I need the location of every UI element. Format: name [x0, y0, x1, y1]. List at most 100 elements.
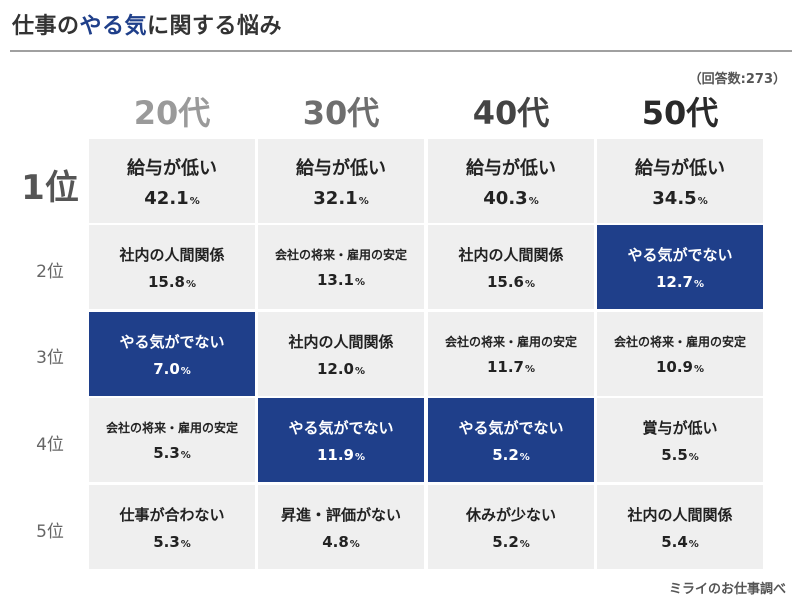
table-cell: 給与が低い 42.1%	[89, 139, 255, 223]
cell-value: 11.7%	[487, 358, 535, 376]
table-cell: やる気がでない 12.7%	[597, 225, 763, 309]
table-cell: 社内の人間関係 15.8%	[89, 225, 255, 309]
cell-label: 仕事が合わない	[119, 505, 225, 524]
cell-label: やる気がでない	[627, 245, 733, 264]
cell-number: 5.5	[661, 445, 688, 464]
cell-unit: %	[519, 451, 530, 463]
cell-number: 10.9	[655, 357, 693, 376]
column-header-2: 30代	[302, 94, 380, 132]
cell-unit: %	[358, 195, 369, 207]
cell-number: 15.8	[147, 272, 185, 291]
cell-label: 給与が低い	[635, 157, 725, 179]
cell-number: 32.1	[313, 187, 358, 209]
cell-value: 7.0%	[153, 360, 191, 378]
cell-number: 12.7	[655, 272, 693, 291]
title-part2: に関する悩み	[147, 14, 283, 39]
table-cell: 給与が低い 32.1%	[258, 139, 424, 223]
cell-number: 7.0	[153, 359, 180, 378]
cell-value: 34.5%	[652, 188, 707, 209]
rank-label-1: 1位	[21, 168, 79, 208]
column-header-3: 40代	[472, 94, 550, 132]
cell-value: 12.0%	[317, 360, 365, 378]
cell-value: 11.9%	[317, 446, 365, 464]
cell-label: 社内の人間関係	[119, 245, 225, 264]
column-header-1: 20代	[133, 94, 211, 132]
cell-label: 給与が低い	[466, 157, 556, 179]
cell-unit: %	[180, 365, 191, 377]
table-cell: 休みが少ない 5.2%	[428, 485, 594, 569]
cell-label: 休みが少ない	[465, 505, 556, 524]
table-cell: やる気がでない 11.9%	[258, 398, 424, 482]
cell-value: 5.3%	[153, 444, 191, 462]
cell-value: 42.1%	[144, 188, 199, 209]
table-cell: 会社の将来・雇用の安定 5.3%	[89, 398, 255, 482]
cell-value: 13.1%	[317, 271, 365, 289]
cell-label: 給与が低い	[127, 157, 217, 179]
cell-label: 昇進・評価がない	[280, 505, 401, 524]
rank-label-3: 3位	[36, 348, 64, 368]
rank-label-5: 5位	[36, 522, 64, 542]
cell-label: 会社の将来・雇用の安定	[613, 334, 746, 349]
source-credit: ミライのお仕事調べ	[668, 582, 786, 597]
cell-value: 5.4%	[661, 533, 699, 551]
rank-label-2: 2位	[36, 262, 64, 282]
cell-label: やる気がでない	[119, 332, 225, 351]
title-part1: 仕事の	[12, 14, 80, 39]
cell-label: 賞与が低い	[642, 418, 718, 437]
table-cell: 社内の人間関係 12.0%	[258, 312, 424, 396]
cell-number: 15.6	[486, 272, 524, 291]
table-cell: 仕事が合わない 5.3%	[89, 485, 255, 569]
cell-unit: %	[185, 278, 197, 290]
table-cell: やる気がでない 5.2%	[428, 398, 594, 482]
cell-unit: %	[354, 276, 366, 288]
cell-number: 34.5	[652, 187, 697, 209]
cell-unit: %	[519, 538, 530, 550]
cell-value: 5.3%	[153, 533, 191, 551]
cell-unit: %	[688, 451, 699, 463]
cell-unit: %	[524, 278, 536, 290]
cell-label: やる気がでない	[288, 418, 394, 437]
cell-number: 11.7	[486, 357, 524, 376]
table-cell: 社内の人間関係 5.4%	[597, 485, 763, 569]
cell-value: 10.9%	[656, 358, 704, 376]
cell-label: 社内の人間関係	[627, 505, 733, 524]
respondent-count: （回答数:273）	[688, 72, 786, 87]
table-cell: 給与が低い 34.5%	[597, 139, 763, 223]
cell-number: 11.9	[316, 445, 354, 464]
cell-label: 給与が低い	[296, 157, 386, 179]
cell-label: 会社の将来・雇用の安定	[105, 420, 238, 435]
cell-unit: %	[697, 195, 708, 207]
table-cell: 昇進・評価がない 4.8%	[258, 485, 424, 569]
cell-value: 15.6%	[487, 273, 535, 291]
cell-value: 12.7%	[656, 273, 704, 291]
table-cell: 会社の将来・雇用の安定 11.7%	[428, 312, 594, 396]
cell-value: 5.2%	[492, 533, 530, 551]
cell-unit: %	[693, 363, 705, 375]
column-header-4: 50代	[641, 94, 719, 132]
cell-number: 42.1	[144, 187, 189, 209]
table-cell: やる気がでない 7.0%	[89, 312, 255, 396]
cell-unit: %	[688, 538, 699, 550]
cell-value: 4.8%	[322, 533, 360, 551]
cell-number: 13.1	[316, 270, 354, 289]
cell-number: 40.3	[483, 187, 528, 209]
table-cell: 会社の将来・雇用の安定 10.9%	[597, 312, 763, 396]
table-cell: 給与が低い 40.3%	[428, 139, 594, 223]
cell-unit: %	[354, 451, 366, 463]
cell-unit: %	[180, 538, 191, 550]
cell-label: やる気がでない	[458, 418, 564, 437]
cell-label: 会社の将来・雇用の安定	[444, 334, 577, 349]
cell-unit: %	[349, 538, 360, 550]
cell-unit: %	[180, 449, 191, 461]
cell-unit: %	[693, 278, 705, 290]
title-divider	[10, 50, 792, 52]
cell-unit: %	[189, 195, 200, 207]
cell-value: 15.8%	[148, 273, 196, 291]
cell-value: 32.1%	[313, 188, 368, 209]
cell-unit: %	[524, 363, 536, 375]
cell-number: 4.8	[322, 532, 349, 551]
title-highlight: やる気	[79, 14, 148, 39]
cell-number: 5.2	[492, 445, 519, 464]
table-cell: 会社の将来・雇用の安定 13.1%	[258, 225, 424, 309]
cell-unit: %	[528, 195, 539, 207]
